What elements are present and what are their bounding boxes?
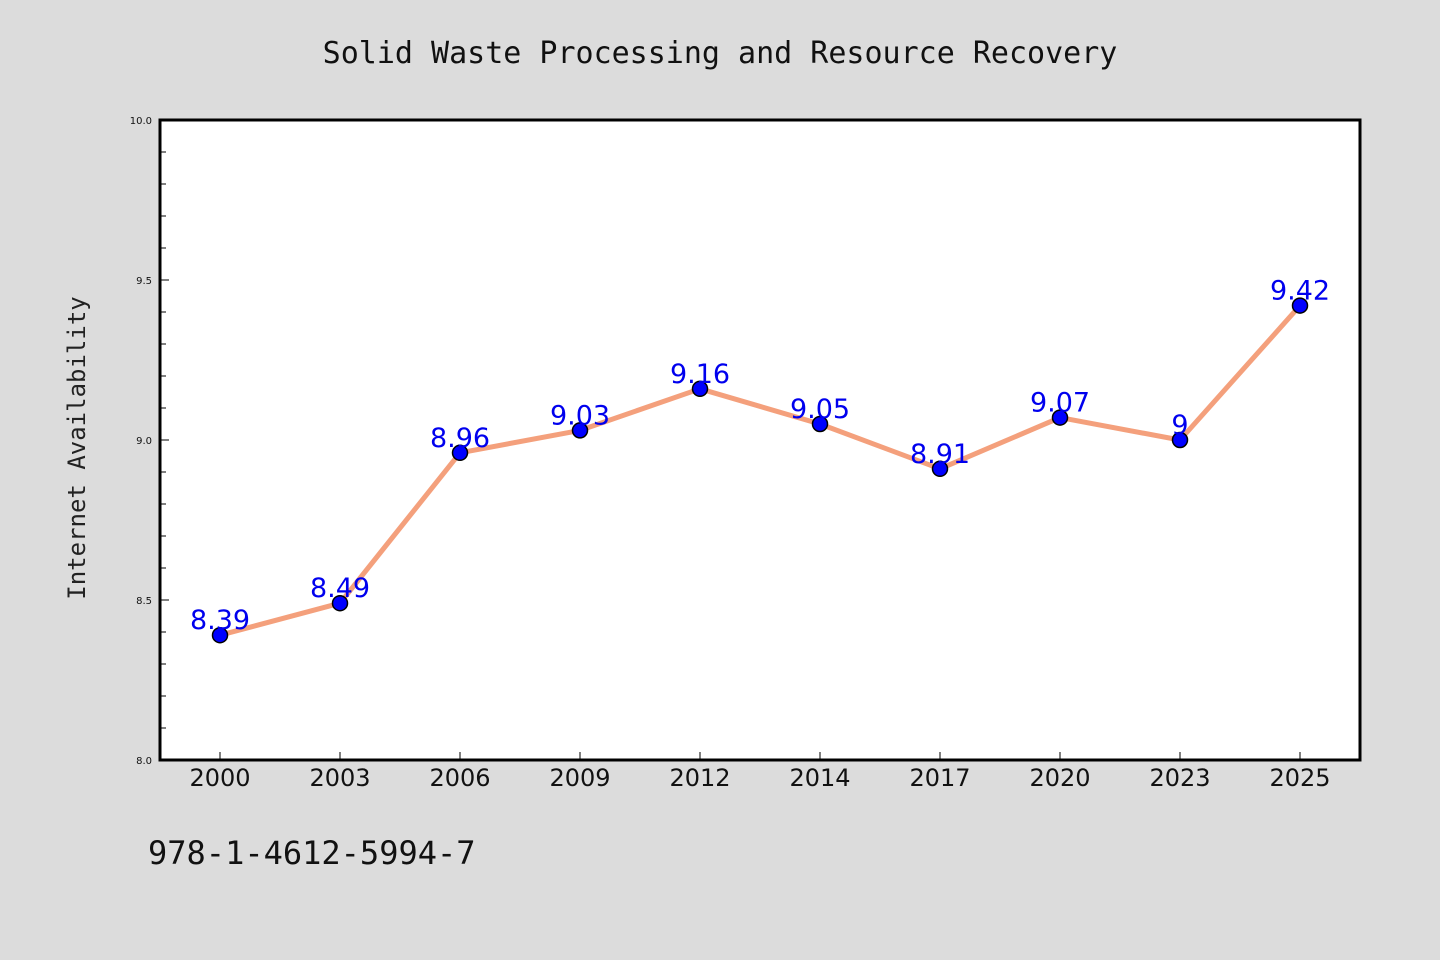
data-point (571, 422, 589, 439)
footer-code: 978-1-4612-5994-7 (148, 834, 476, 872)
x-tick-label: 2003 (309, 764, 370, 792)
data-point (1051, 409, 1069, 426)
y-tick-label: 9.0 (136, 436, 152, 447)
y-tick-label: 8.5 (136, 596, 152, 607)
data-label-layer: 8.39 8.49 8.96 9.03 9.16 9.05 8.91 9.07 9 9.42 (190, 276, 1330, 637)
x-tick-label: 2000 (189, 764, 250, 792)
x-tick-label: 2009 (549, 764, 610, 792)
data-point (1171, 431, 1189, 449)
data-point (451, 444, 469, 462)
data-label: 9 (1171, 410, 1188, 441)
data-label: 9.16 (670, 359, 730, 390)
y-tick-label: 8.0 (136, 756, 152, 767)
data-label: 8.91 (910, 439, 970, 470)
series-line (217, 303, 1303, 638)
x-tick-label: 2012 (669, 764, 730, 792)
series-line-layer (217, 303, 1303, 638)
y-tick-label: 9.5 (136, 276, 152, 287)
data-label: 8.39 (190, 605, 250, 636)
data-point (811, 415, 829, 433)
marker-layer (211, 297, 1309, 644)
x-tick-label: 2006 (429, 764, 490, 792)
x-axis: 2000 2003 2006 2009 2012 2014 2017 2020 2023 2025 (189, 752, 1331, 792)
data-point (691, 380, 709, 398)
x-tick-label: 2014 (789, 764, 850, 792)
y-tick-label: 10.0 (130, 116, 152, 127)
plot-area (158, 118, 1362, 762)
data-label: 8.96 (430, 423, 490, 454)
data-label: 9.05 (790, 394, 850, 425)
data-point (211, 626, 229, 644)
data-label: 9.07 (1030, 388, 1090, 419)
data-label: 9.03 (550, 400, 610, 431)
data-label: 8.49 (310, 573, 370, 604)
x-tick-label: 2025 (1269, 764, 1330, 792)
x-tick-label: 2023 (1149, 764, 1210, 792)
data-point (931, 460, 949, 478)
y-axis-label: Internet Availability (63, 296, 91, 599)
data-label: 9.42 (1270, 276, 1330, 307)
y-axis: 8.0 8.5 9.0 9.5 10.0 (130, 116, 169, 767)
data-point (331, 594, 349, 612)
x-tick-label: 2020 (1029, 764, 1090, 792)
chart-title: Solid Waste Processing and Resource Reco… (323, 36, 1118, 71)
x-tick-label: 2017 (909, 764, 970, 792)
data-point (1291, 297, 1309, 314)
